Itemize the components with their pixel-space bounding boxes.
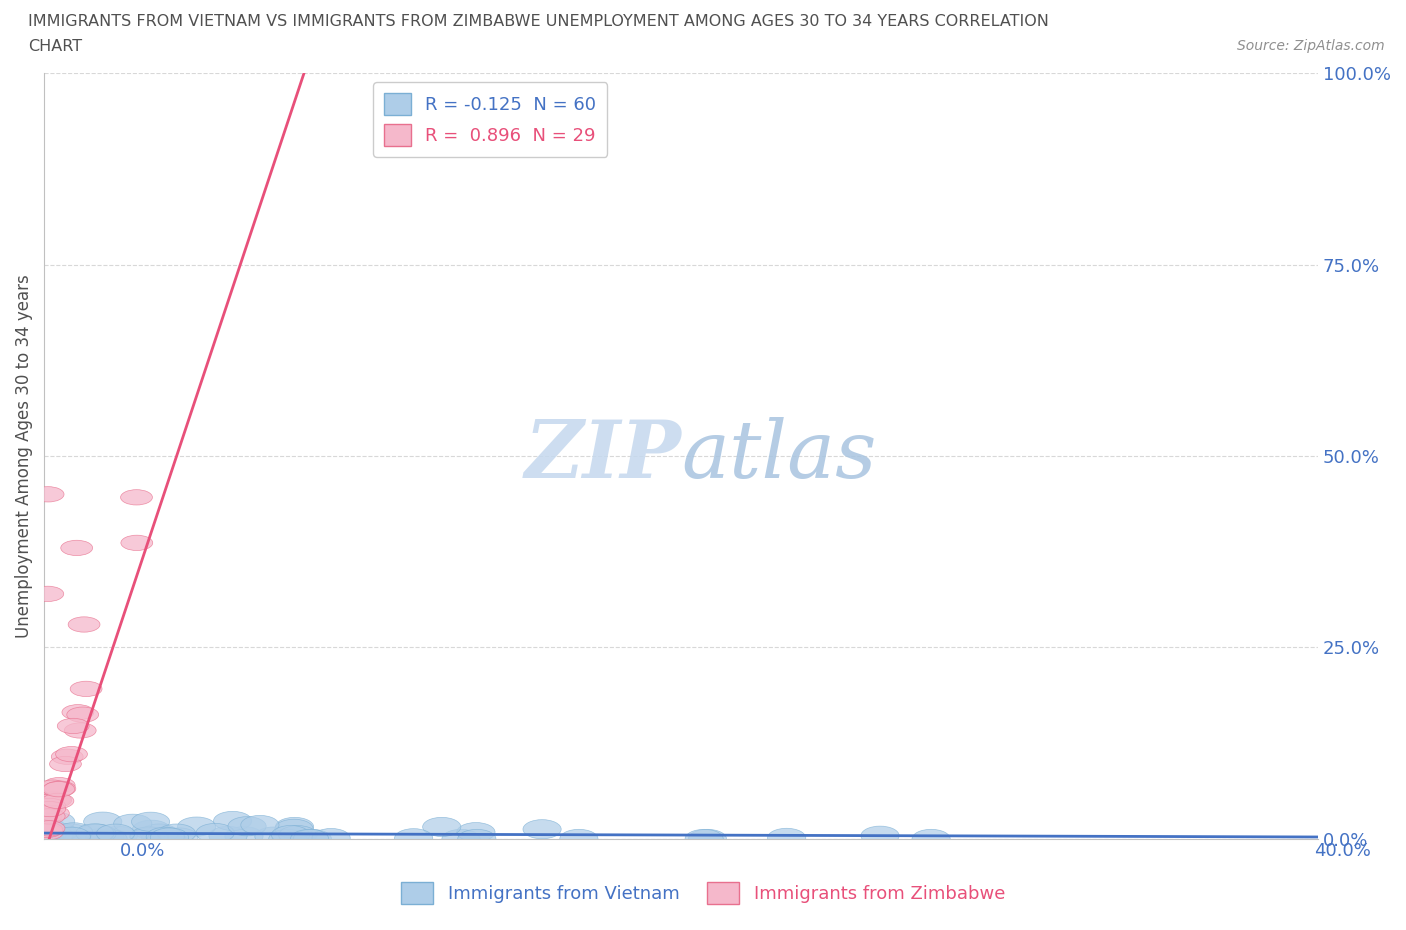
Ellipse shape xyxy=(276,819,314,838)
Ellipse shape xyxy=(42,793,75,808)
Legend: Immigrants from Vietnam, Immigrants from Zimbabwe: Immigrants from Vietnam, Immigrants from… xyxy=(394,875,1012,911)
Ellipse shape xyxy=(28,826,66,844)
Ellipse shape xyxy=(458,830,496,848)
Ellipse shape xyxy=(150,828,188,847)
Ellipse shape xyxy=(121,490,152,505)
Ellipse shape xyxy=(76,824,114,843)
Ellipse shape xyxy=(132,812,170,831)
Ellipse shape xyxy=(49,829,87,848)
Ellipse shape xyxy=(689,830,727,848)
Ellipse shape xyxy=(31,822,63,838)
Ellipse shape xyxy=(457,822,495,842)
Text: atlas: atlas xyxy=(681,418,876,495)
Ellipse shape xyxy=(86,828,124,847)
Ellipse shape xyxy=(141,824,179,844)
Ellipse shape xyxy=(132,820,170,839)
Ellipse shape xyxy=(34,798,66,814)
Ellipse shape xyxy=(38,805,69,821)
Ellipse shape xyxy=(228,817,266,836)
Ellipse shape xyxy=(49,756,82,772)
Ellipse shape xyxy=(37,812,75,831)
Ellipse shape xyxy=(58,718,89,734)
Ellipse shape xyxy=(114,814,152,833)
Text: ZIP: ZIP xyxy=(524,418,681,495)
Ellipse shape xyxy=(129,827,169,846)
Ellipse shape xyxy=(34,802,66,817)
Ellipse shape xyxy=(83,812,122,831)
Ellipse shape xyxy=(441,830,479,848)
Ellipse shape xyxy=(276,817,314,836)
Ellipse shape xyxy=(30,809,62,825)
Ellipse shape xyxy=(52,827,90,846)
Ellipse shape xyxy=(131,828,169,847)
Ellipse shape xyxy=(214,811,252,830)
Ellipse shape xyxy=(39,792,72,807)
Ellipse shape xyxy=(523,819,561,839)
Ellipse shape xyxy=(560,830,598,848)
Ellipse shape xyxy=(240,816,278,834)
Ellipse shape xyxy=(34,809,65,824)
Ellipse shape xyxy=(100,826,138,845)
Ellipse shape xyxy=(31,825,63,840)
Ellipse shape xyxy=(56,747,87,762)
Ellipse shape xyxy=(177,817,215,836)
Ellipse shape xyxy=(912,830,950,848)
Ellipse shape xyxy=(25,828,63,847)
Ellipse shape xyxy=(294,830,332,848)
Ellipse shape xyxy=(148,830,186,848)
Ellipse shape xyxy=(685,830,723,848)
Ellipse shape xyxy=(271,826,309,844)
Ellipse shape xyxy=(39,791,70,807)
Ellipse shape xyxy=(42,781,75,797)
Ellipse shape xyxy=(142,830,180,848)
Ellipse shape xyxy=(312,829,350,847)
Ellipse shape xyxy=(27,823,65,843)
Ellipse shape xyxy=(291,830,329,848)
Ellipse shape xyxy=(209,827,247,845)
Text: 0.0%: 0.0% xyxy=(120,842,165,859)
Ellipse shape xyxy=(254,827,292,846)
Ellipse shape xyxy=(51,749,83,764)
Ellipse shape xyxy=(37,780,69,795)
Ellipse shape xyxy=(768,829,806,847)
Text: CHART: CHART xyxy=(28,39,82,54)
Text: IMMIGRANTS FROM VIETNAM VS IMMIGRANTS FROM ZIMBABWE UNEMPLOYMENT AMONG AGES 30 T: IMMIGRANTS FROM VIETNAM VS IMMIGRANTS FR… xyxy=(28,14,1049,29)
Ellipse shape xyxy=(52,824,90,843)
Ellipse shape xyxy=(77,824,117,844)
Ellipse shape xyxy=(38,824,76,844)
Ellipse shape xyxy=(34,820,65,836)
Ellipse shape xyxy=(44,781,76,796)
Ellipse shape xyxy=(157,824,195,844)
Ellipse shape xyxy=(225,827,263,845)
Ellipse shape xyxy=(860,826,900,845)
Ellipse shape xyxy=(32,586,63,602)
Legend: R = -0.125  N = 60, R =  0.896  N = 29: R = -0.125 N = 60, R = 0.896 N = 29 xyxy=(373,82,607,157)
Ellipse shape xyxy=(55,823,93,842)
Ellipse shape xyxy=(44,777,75,792)
Ellipse shape xyxy=(269,830,307,848)
Ellipse shape xyxy=(66,707,98,723)
Text: 40.0%: 40.0% xyxy=(1315,842,1371,859)
Ellipse shape xyxy=(37,824,75,843)
Ellipse shape xyxy=(27,817,65,836)
Ellipse shape xyxy=(67,617,100,632)
Y-axis label: Unemployment Among Ages 30 to 34 years: Unemployment Among Ages 30 to 34 years xyxy=(15,274,32,638)
Ellipse shape xyxy=(121,535,153,551)
Ellipse shape xyxy=(195,823,235,843)
Ellipse shape xyxy=(97,824,135,844)
Ellipse shape xyxy=(32,486,65,502)
Ellipse shape xyxy=(160,828,198,847)
Ellipse shape xyxy=(65,723,96,738)
Ellipse shape xyxy=(60,540,93,555)
Ellipse shape xyxy=(395,829,433,848)
Ellipse shape xyxy=(423,817,461,836)
Ellipse shape xyxy=(70,681,103,697)
Ellipse shape xyxy=(35,826,73,845)
Ellipse shape xyxy=(39,823,77,842)
Ellipse shape xyxy=(89,830,127,848)
Text: Source: ZipAtlas.com: Source: ZipAtlas.com xyxy=(1237,39,1385,53)
Ellipse shape xyxy=(146,827,184,846)
Ellipse shape xyxy=(278,826,316,844)
Ellipse shape xyxy=(62,705,94,720)
